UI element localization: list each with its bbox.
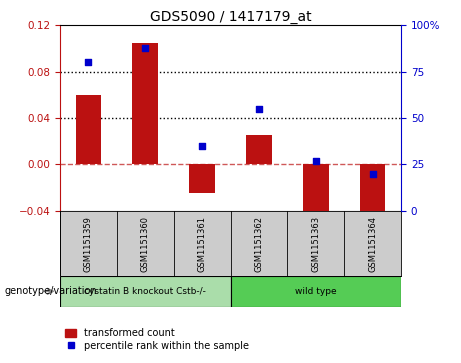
Text: GSM1151363: GSM1151363 (311, 216, 320, 272)
Bar (189, 164, 215, 193)
Text: cystatin B knockout Cstb-/-: cystatin B knockout Cstb-/- (84, 287, 206, 296)
Legend: transformed count, percentile rank within the sample: transformed count, percentile rank withi… (65, 328, 249, 351)
Bar (230, 276, 401, 307)
Text: genotype/variation: genotype/variation (5, 286, 97, 296)
Text: wild type: wild type (295, 287, 337, 296)
Bar (360, 164, 385, 217)
Text: GSM1151362: GSM1151362 (254, 216, 263, 272)
Bar (60, 276, 230, 307)
Point (198, 143, 206, 149)
Point (369, 171, 376, 176)
Point (255, 106, 263, 112)
Text: GSM1151359: GSM1151359 (84, 216, 93, 272)
Bar (132, 43, 158, 164)
Bar (76, 95, 101, 164)
Text: GSM1151364: GSM1151364 (368, 216, 377, 272)
Point (85, 60, 92, 65)
Text: GSM1151361: GSM1151361 (198, 216, 207, 272)
Text: GSM1151360: GSM1151360 (141, 216, 150, 272)
Bar (246, 135, 272, 164)
Bar (303, 164, 329, 217)
Point (312, 158, 319, 163)
Point (142, 45, 149, 50)
Title: GDS5090 / 1417179_at: GDS5090 / 1417179_at (150, 11, 311, 24)
